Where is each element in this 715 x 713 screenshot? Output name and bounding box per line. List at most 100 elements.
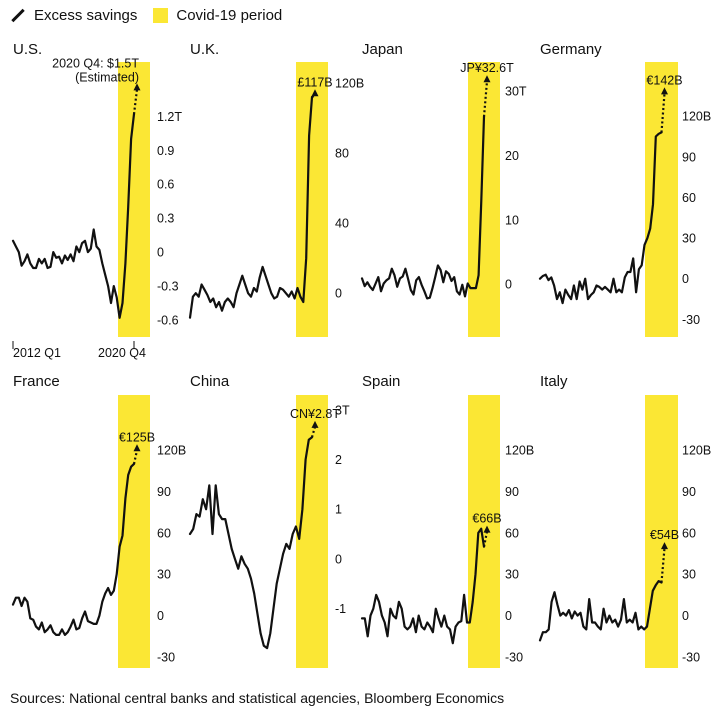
y-tick-label: 60 bbox=[682, 526, 696, 540]
x-tick-label-start: 2012 Q1 bbox=[13, 346, 61, 360]
excess-savings-line bbox=[538, 131, 663, 305]
estimate-annotation: CN¥2.8T bbox=[290, 407, 340, 421]
y-tick-label: 60 bbox=[157, 526, 171, 540]
covid-period-band bbox=[296, 395, 328, 668]
legend-covid-period: Covid-19 period bbox=[153, 7, 282, 24]
covid-period-band bbox=[468, 395, 500, 668]
estimate-annotation: 2020 Q4: $1.5T bbox=[52, 56, 139, 70]
excess-savings-line bbox=[360, 115, 486, 300]
y-tick-label: -30 bbox=[505, 650, 523, 664]
estimate-annotation: €66B bbox=[472, 512, 501, 526]
estimate-arrow-icon bbox=[133, 444, 141, 452]
y-tick-label: 0 bbox=[682, 609, 689, 623]
y-tick-label: 1.2T bbox=[157, 110, 182, 124]
estimate-arrow-icon bbox=[483, 525, 491, 533]
chart-title: Italy bbox=[540, 373, 568, 390]
chart-panel-france: France 120B 90 60 30 0 -30 €125B bbox=[11, 373, 186, 668]
y-tick-label: -0.3 bbox=[157, 280, 179, 294]
chart-title: China bbox=[190, 373, 230, 390]
excess-savings-line bbox=[538, 579, 663, 642]
estimate-arrow-icon bbox=[311, 420, 319, 428]
yellow-swatch-icon bbox=[153, 7, 169, 23]
legend: Excess savings Covid-19 period bbox=[10, 5, 298, 25]
estimate-dotted-line bbox=[310, 426, 317, 438]
y-tick-label: 0 bbox=[682, 272, 689, 286]
chart-title: Japan bbox=[362, 41, 403, 58]
legend-excess-savings: Excess savings bbox=[10, 7, 137, 24]
y-tick-label: 30 bbox=[505, 568, 519, 582]
y-tick-label: 3T bbox=[335, 403, 350, 417]
estimate-arrow-icon bbox=[661, 87, 668, 95]
legend-period-label: Covid-19 period bbox=[176, 6, 283, 24]
y-tick-label: 0 bbox=[335, 552, 342, 566]
chart-title: France bbox=[13, 373, 60, 390]
estimate-annotation: €54B bbox=[650, 528, 679, 542]
covid-period-band bbox=[645, 62, 678, 337]
x-tick-label-end: 2020 Q4 bbox=[98, 346, 146, 360]
excess-savings-line bbox=[188, 95, 314, 319]
y-tick-label: 30 bbox=[682, 568, 696, 582]
excess-savings-line bbox=[360, 527, 486, 645]
chart-panel-u-s: U.S. 1.2T 0.9 0.6 0.3 0 -0.3 -0.6 2020 Q4: $1.5T… bbox=[11, 41, 182, 360]
y-tick-label: 120B bbox=[157, 444, 186, 458]
estimate-arrow-icon bbox=[483, 75, 491, 83]
y-tick-label: 90 bbox=[505, 485, 519, 499]
chart-title: Germany bbox=[540, 41, 602, 58]
y-tick-label: 120B bbox=[335, 77, 364, 91]
legend-line-label: Excess savings bbox=[34, 6, 138, 24]
y-tick-label: 120B bbox=[682, 110, 711, 124]
y-tick-label: 40 bbox=[335, 217, 349, 231]
estimate-arrow-icon bbox=[133, 83, 141, 91]
estimate-dotted-line bbox=[660, 93, 666, 133]
y-tick-label: 0 bbox=[157, 609, 164, 623]
y-tick-label: -1 bbox=[335, 602, 346, 616]
chart-title: U.K. bbox=[190, 41, 219, 58]
estimate-annotation: €125B bbox=[119, 430, 155, 444]
excess-savings-line bbox=[11, 462, 136, 637]
y-tick-label: 0 bbox=[505, 278, 512, 292]
source-note: Sources: National central banks and stat… bbox=[10, 690, 505, 706]
covid-period-band bbox=[468, 62, 500, 337]
y-tick-label: 120B bbox=[682, 444, 711, 458]
y-tick-label: 0.6 bbox=[157, 178, 174, 192]
chart-panel-germany: Germany 120B 90 60 30 0 -30 €142B bbox=[538, 41, 711, 337]
chart-panel-china: China 3T 2 1 0 -1 CN¥2.8T bbox=[188, 373, 350, 668]
y-tick-label: 0 bbox=[157, 246, 164, 260]
y-tick-label: 1 bbox=[335, 503, 342, 517]
covid-period-band bbox=[645, 395, 678, 668]
y-tick-label: 60 bbox=[682, 191, 696, 205]
y-tick-label: 80 bbox=[335, 147, 349, 161]
y-tick-label: 90 bbox=[682, 150, 696, 164]
y-tick-label: 0 bbox=[335, 287, 342, 301]
y-tick-label: -0.6 bbox=[157, 314, 179, 328]
estimate-dotted-line bbox=[482, 81, 489, 117]
y-tick-label: 30 bbox=[682, 232, 696, 246]
chart-title: U.S. bbox=[13, 41, 42, 58]
y-tick-label: 90 bbox=[682, 485, 696, 499]
estimate-arrow-icon bbox=[661, 542, 668, 550]
chart-panel-u-k: U.K. 120B 80 40 0 £117B bbox=[188, 41, 364, 337]
estimate-annotation: €142B bbox=[646, 73, 682, 87]
y-tick-label: 20 bbox=[505, 149, 519, 163]
excess-savings-line bbox=[188, 436, 314, 650]
y-tick-label: 90 bbox=[157, 485, 171, 499]
y-tick-label: 30T bbox=[505, 84, 527, 98]
y-tick-label: 0 bbox=[505, 609, 512, 623]
chart-panel-japan: Japan 30T 20 10 0 JP¥32.6T bbox=[360, 41, 527, 337]
estimate-arrow-icon bbox=[311, 89, 319, 97]
y-tick-label: -30 bbox=[682, 650, 700, 664]
y-tick-label: 10 bbox=[505, 213, 519, 227]
y-tick-label: 0.9 bbox=[157, 144, 174, 158]
chart-title: Spain bbox=[362, 373, 400, 390]
y-tick-label: 2 bbox=[335, 453, 342, 467]
y-tick-label: 120B bbox=[505, 444, 534, 458]
y-tick-label: 30 bbox=[157, 568, 171, 582]
excess-savings-line bbox=[11, 112, 136, 319]
estimate-dotted-line bbox=[660, 548, 666, 583]
chart-panel-spain: Spain 120B 90 60 30 0 -30 €66B bbox=[360, 373, 534, 668]
estimate-annotation-note: (Estimated) bbox=[75, 70, 139, 84]
y-tick-label: -30 bbox=[682, 313, 700, 327]
estimate-annotation: JP¥32.6T bbox=[460, 61, 514, 75]
y-tick-label: 60 bbox=[505, 526, 519, 540]
